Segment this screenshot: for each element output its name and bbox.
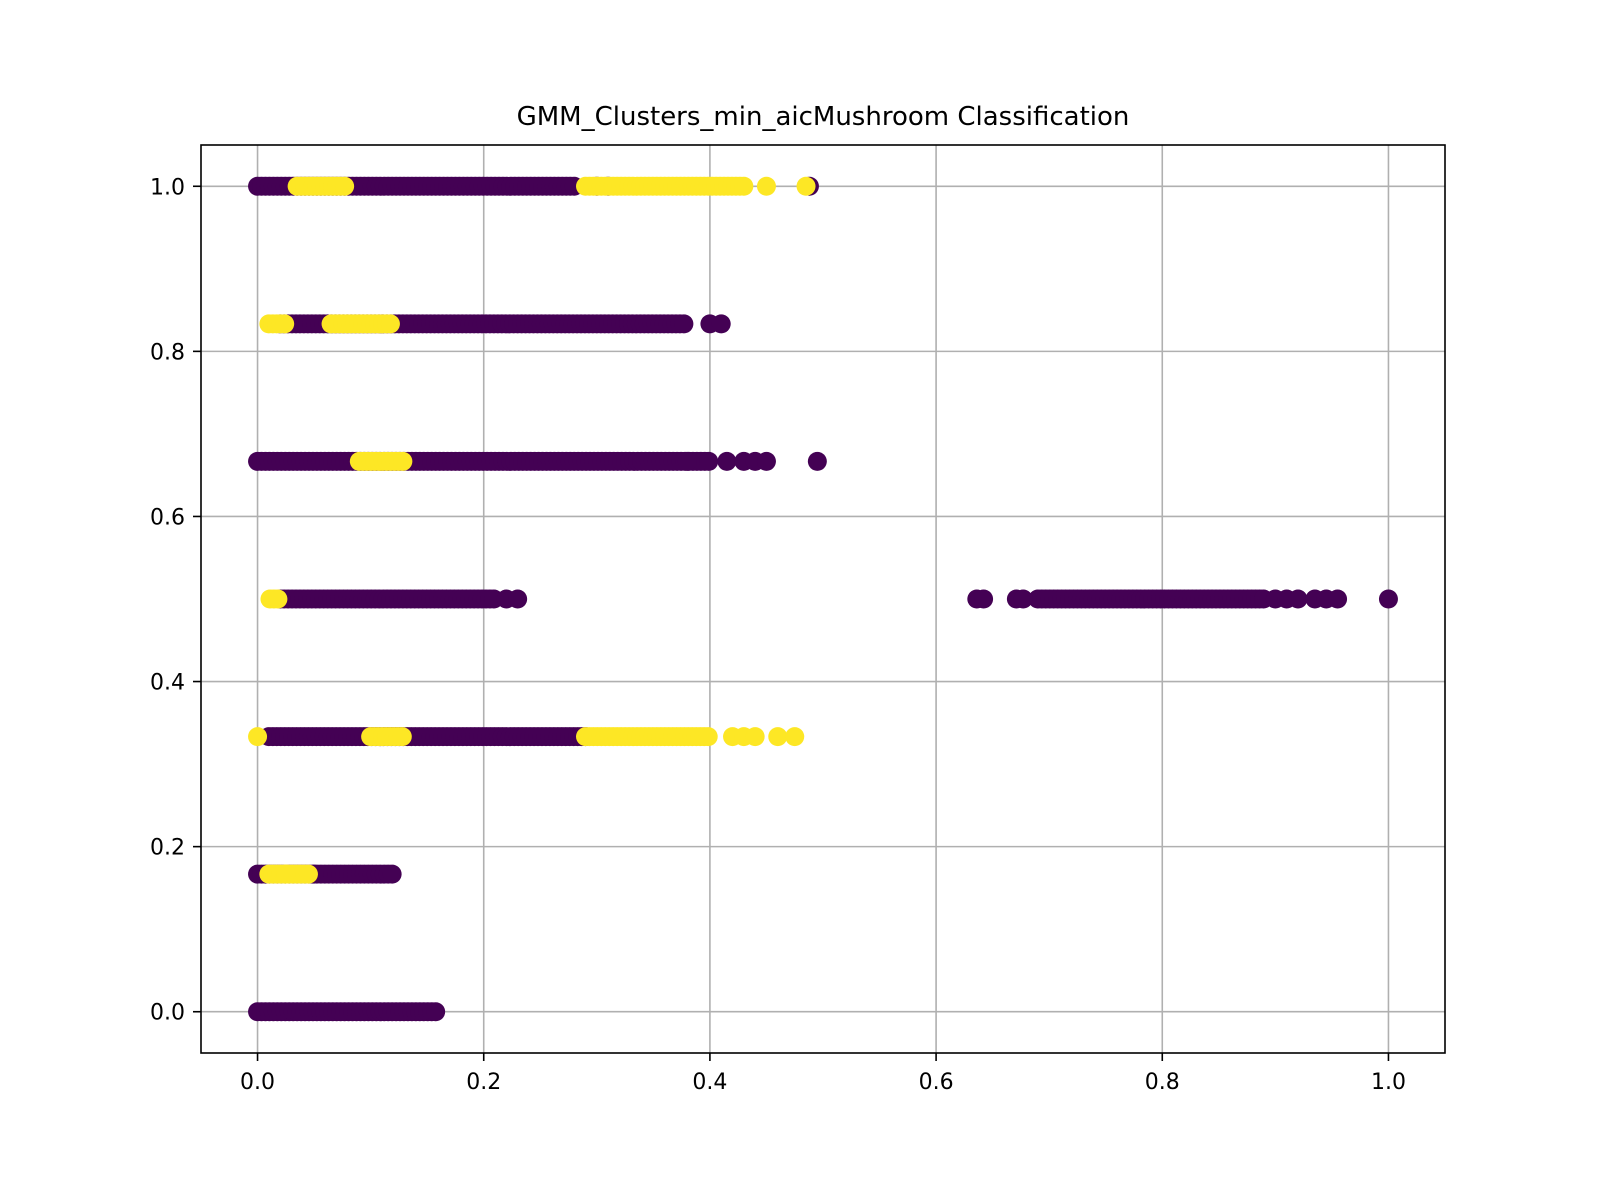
data-point (674, 314, 694, 334)
series-1 (248, 176, 816, 884)
y-tick-label: 0.4 (150, 671, 185, 696)
y-tick-label: 0.8 (150, 340, 185, 365)
data-point (796, 176, 816, 196)
data-points (248, 176, 1398, 1022)
data-point (380, 314, 400, 334)
data-point (1328, 589, 1348, 609)
data-point (756, 451, 776, 471)
data-point (734, 176, 754, 196)
data-point (1288, 589, 1308, 609)
data-point (745, 727, 765, 747)
data-point (426, 1002, 446, 1022)
data-point (1378, 589, 1398, 609)
data-point (298, 864, 318, 884)
data-point (699, 451, 719, 471)
data-point (1013, 589, 1033, 609)
data-point (974, 589, 994, 609)
data-point (785, 727, 805, 747)
x-tick-label: 0.6 (919, 1070, 954, 1095)
y-tick-label: 1.0 (150, 175, 185, 200)
data-point (335, 176, 355, 196)
data-point (717, 451, 737, 471)
chart-title: GMM_Clusters_min_aicMushroom Classificat… (517, 102, 1130, 132)
x-tick-label: 0.8 (1145, 1070, 1180, 1095)
data-point (768, 727, 788, 747)
data-point (756, 176, 776, 196)
data-point (268, 589, 288, 609)
data-point (275, 314, 295, 334)
data-point (711, 314, 731, 334)
series-0 (248, 176, 1398, 1022)
data-point (382, 864, 402, 884)
x-tick-label: 0.4 (692, 1070, 727, 1095)
data-point (248, 727, 268, 747)
data-point (807, 451, 827, 471)
axis-ticks: 0.0 0.2 0.4 0.6 0.8 1.0 0.0 0.2 0.4 0.6 0.8 1.0 (150, 175, 1406, 1095)
x-tick-label: 0.0 (240, 1070, 275, 1095)
y-tick-label: 0.2 (150, 836, 185, 861)
data-point (698, 727, 718, 747)
data-point (677, 451, 697, 471)
data-point (276, 864, 296, 884)
x-tick-label: 0.2 (466, 1070, 501, 1095)
x-tick-label: 1.0 (1371, 1070, 1406, 1095)
plot-area-frame (200, 144, 1446, 1054)
data-point (508, 589, 528, 609)
y-tick-label: 0.0 (150, 1001, 185, 1026)
data-point (393, 451, 413, 471)
y-tick-label: 0.6 (150, 505, 185, 530)
data-point (392, 727, 412, 747)
